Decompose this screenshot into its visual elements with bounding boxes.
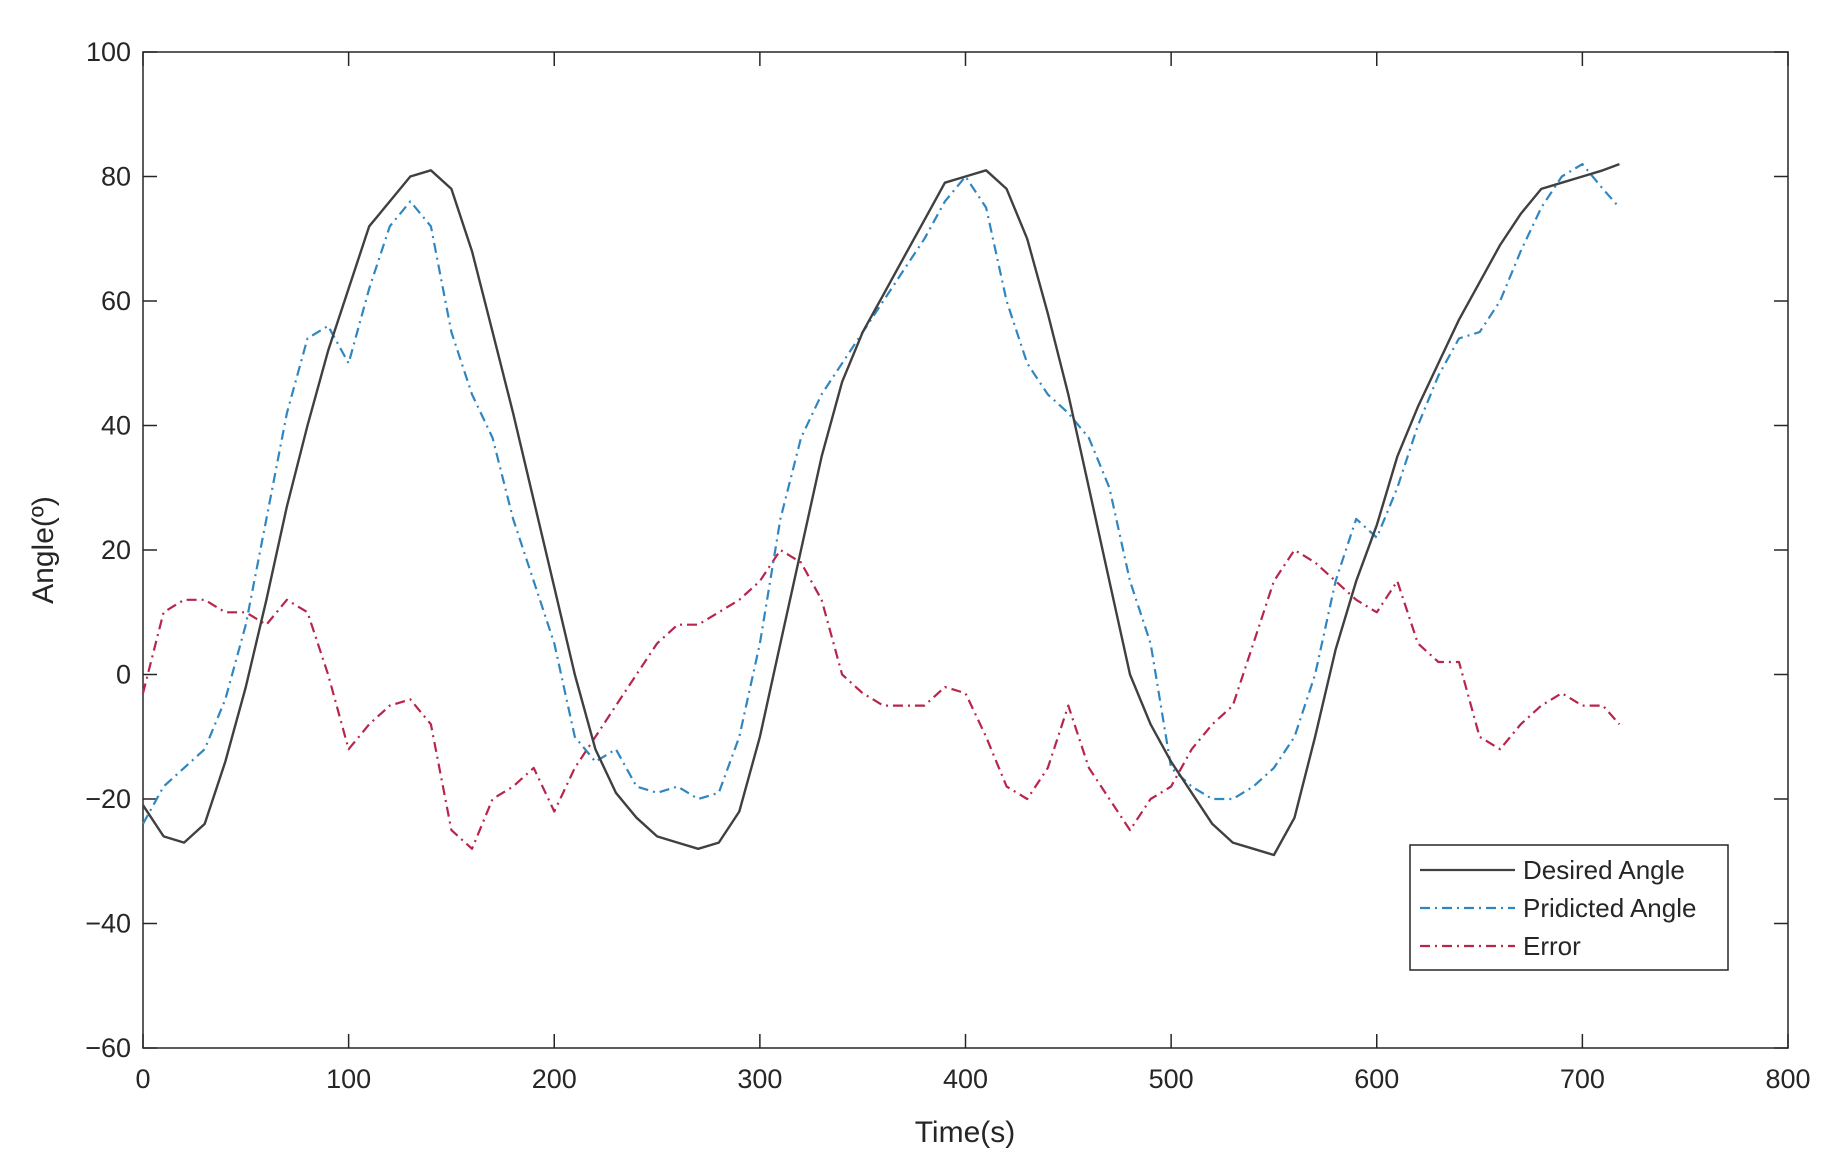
y-tick-label: 60	[101, 286, 131, 316]
x-tick-label: 700	[1560, 1064, 1605, 1094]
y-tick-label: −40	[85, 909, 131, 939]
y-tick-label: −60	[85, 1033, 131, 1063]
series-line-desired-angle	[141, 162, 1620, 857]
x-tick-label: 600	[1354, 1064, 1399, 1094]
legend-label-error: Error	[1523, 931, 1581, 961]
x-tick-label: 800	[1765, 1064, 1810, 1094]
y-axis-label: Angle(º)	[27, 496, 60, 604]
x-tick-label: 0	[135, 1064, 150, 1094]
x-tick-label: 400	[943, 1064, 988, 1094]
series-layer	[141, 162, 1621, 857]
x-axis: 0 100 200 300 400 500 600 700 800	[135, 52, 1811, 1094]
legend-label-pridicted-angle: Pridicted Angle	[1523, 893, 1696, 923]
x-tick-label: 200	[532, 1064, 577, 1094]
x-axis-label: Time(s)	[915, 1116, 1016, 1149]
y-tick-label: 80	[101, 162, 131, 192]
y-tick-label: 0	[116, 660, 131, 690]
legend-label-desired-angle: Desired Angle	[1523, 855, 1685, 885]
y-axis: −60 −40 −20 0 20 40 60 80 100	[85, 37, 1788, 1063]
x-tick-label: 500	[1149, 1064, 1194, 1094]
legend-box	[1409, 844, 1729, 971]
y-tick-label: −20	[85, 784, 131, 814]
y-tick-label: 40	[101, 411, 131, 441]
x-tick-label: 300	[737, 1064, 782, 1094]
legend: Desired Angle Pridicted Angle Error	[1409, 844, 1729, 971]
y-tick-label: 20	[101, 535, 131, 565]
y-tick-label: 100	[86, 37, 131, 67]
series-line-error	[141, 548, 1621, 850]
series-line-pridicted-angle	[142, 163, 1621, 825]
x-tick-label: 100	[326, 1064, 371, 1094]
